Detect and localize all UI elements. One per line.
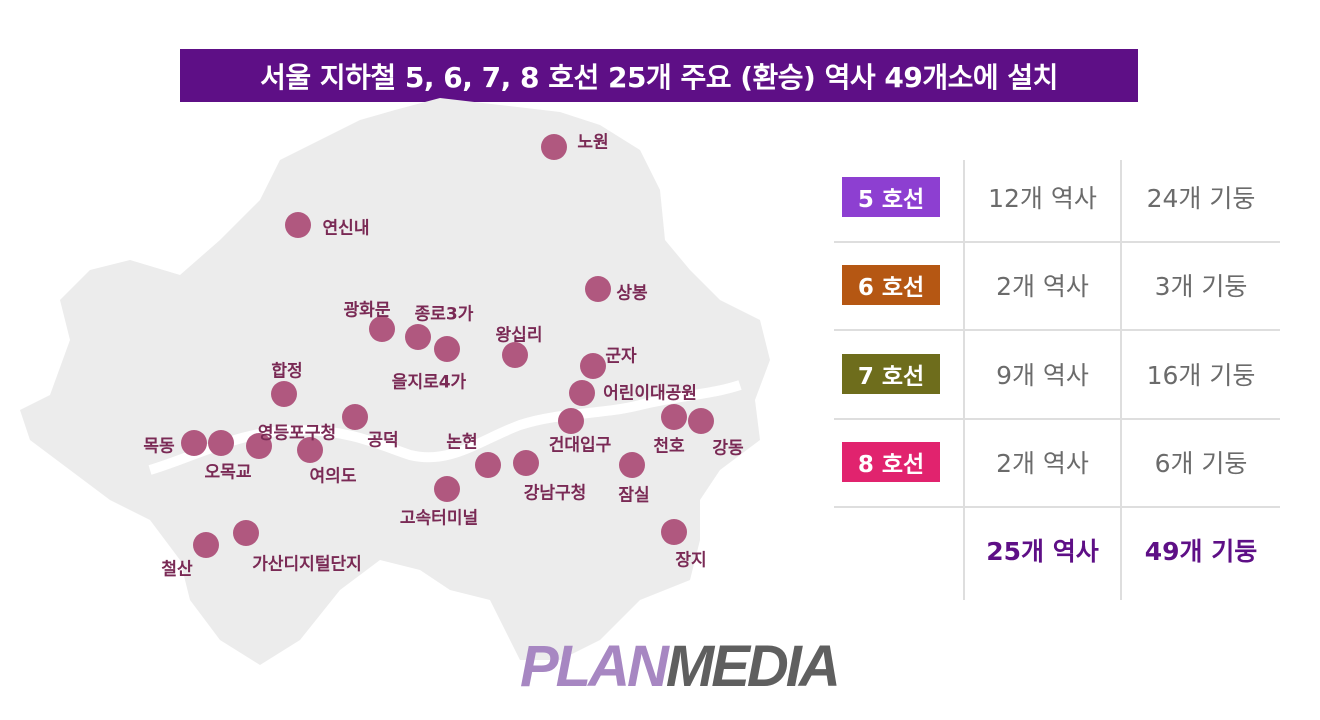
station-label: 가산디지털단지 (252, 554, 362, 575)
pillar-count-cell: 3개 기둥 (1154, 272, 1248, 301)
table-divider (834, 241, 1280, 243)
pillar-count-cell: 16개 기둥 (1146, 361, 1256, 390)
station-label: 논현 (446, 432, 478, 453)
table-divider (1120, 160, 1122, 600)
station-label: 광화문 (343, 300, 391, 321)
station-label: 강남구청 (523, 483, 587, 504)
line-6-badge: 6 호선 (842, 265, 940, 305)
station-count-cell: 9개 역사 (996, 361, 1089, 390)
table-divider (963, 160, 965, 600)
station-label: 천호 (653, 436, 685, 457)
logo-plan-text: PLAN (520, 634, 669, 699)
station-dot-cheonho-1 (661, 404, 687, 430)
station-label: 장지 (675, 550, 707, 571)
station-dot-nowon (541, 134, 567, 160)
station-dot-gongdeok (342, 404, 368, 430)
installation-summary-table: 5 호선 12개 역사 24개 기둥 6 호선 2개 역사 3개 기둥 7 호선… (830, 155, 1280, 600)
station-count-cell: 12개 역사 (988, 184, 1097, 213)
station-dot-jongno3ga (405, 324, 431, 350)
station-label: 을지로4가 (391, 372, 467, 393)
station-label: 합정 (271, 361, 303, 382)
station-dot-euljiro4ga (434, 336, 460, 362)
station-label: 연신내 (322, 218, 370, 239)
station-dot-omokgyo (208, 430, 234, 456)
station-label: 왕십리 (495, 325, 543, 346)
station-dot-gangnam-gucheong (513, 450, 539, 476)
line-7-badge: 7 호선 (842, 354, 940, 394)
station-label: 건대입구 (548, 435, 612, 456)
station-dot-jamsil (619, 452, 645, 478)
pillar-count-cell: 6개 기둥 (1154, 449, 1248, 478)
table-divider (834, 506, 1280, 508)
total-station-count: 25개 역사 (986, 537, 1099, 566)
table-divider (834, 329, 1280, 331)
station-dot-gasan (233, 520, 259, 546)
station-label: 어린이대공원 (603, 383, 697, 404)
station-count-cell: 2개 역사 (996, 272, 1089, 301)
station-dot-cheonho-2 (688, 408, 714, 434)
total-pillar-count: 49개 기둥 (1144, 537, 1258, 566)
station-dot-yeouido (297, 437, 323, 463)
station-dot-childrens-park (569, 380, 595, 406)
station-label: 노원 (577, 132, 609, 153)
station-dot-sangbong (585, 276, 611, 302)
station-label: 종로3가 (414, 304, 474, 325)
planmedia-logo: PLANMEDIA (520, 633, 841, 703)
line-8-badge: 8 호선 (842, 442, 940, 482)
station-dot-cheolsan (193, 532, 219, 558)
line-5-badge: 5 호선 (842, 177, 940, 217)
station-dot-nonhyeon (475, 452, 501, 478)
station-dot-gwanghwamun (369, 316, 395, 342)
station-dot-konkuk (558, 408, 584, 434)
station-dot-yeonsinnae (285, 212, 311, 238)
station-label: 오목교 (204, 462, 252, 483)
logo-media-text: MEDIA (665, 634, 841, 699)
station-label: 철산 (161, 559, 193, 580)
table-divider (834, 418, 1280, 420)
station-label: 잠실 (618, 485, 650, 506)
station-dot-wangsimni (502, 342, 528, 368)
station-dot-yeongdeungpo-gucheong (246, 433, 272, 459)
station-label: 고속터미널 (399, 508, 479, 529)
station-dot-hapjeong (271, 381, 297, 407)
station-label: 영등포구청 (257, 423, 337, 444)
station-count-cell: 2개 역사 (996, 449, 1089, 478)
station-dot-express-bus-terminal (434, 476, 460, 502)
station-label: 공덕 (367, 430, 399, 451)
pillar-count-cell: 24개 기둥 (1146, 184, 1256, 213)
station-label: 여의도 (309, 466, 357, 487)
station-label: 상봉 (616, 283, 648, 304)
station-label: 강동 (712, 438, 744, 459)
station-label: 군자 (605, 346, 637, 367)
station-dot-gunja (580, 353, 606, 379)
station-dot-mokdong (181, 430, 207, 456)
seoul-map-shape (20, 98, 770, 665)
station-label: 목동 (143, 436, 175, 457)
page-title: 서울 지하철 5, 6, 7, 8 호선 25개 주요 (환승) 역사 49개소… (180, 49, 1138, 102)
station-dot-jangji (661, 519, 687, 545)
